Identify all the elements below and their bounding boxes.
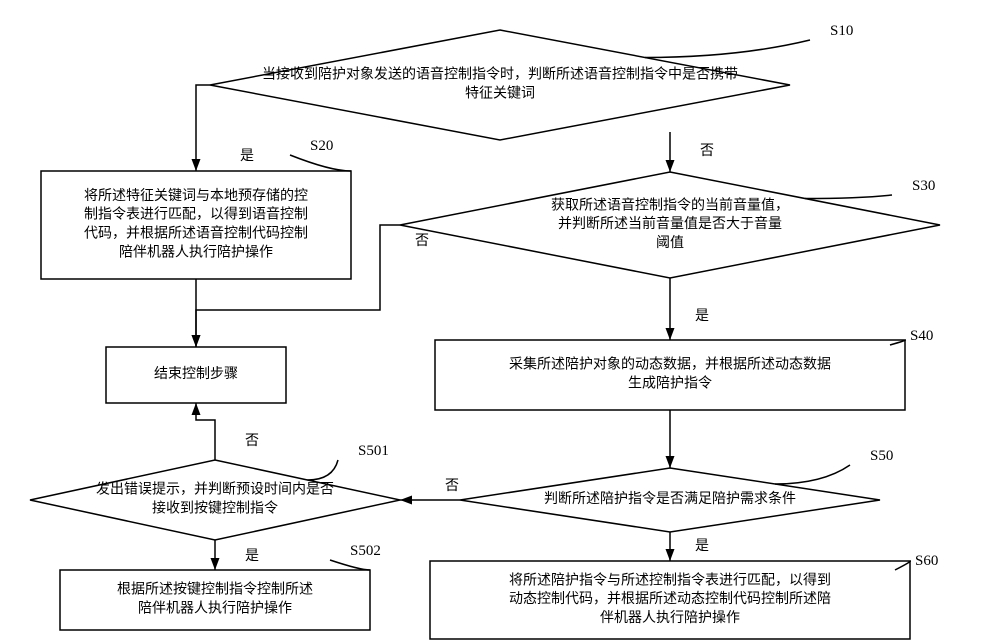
step-tag: S10 xyxy=(830,23,853,39)
node-text: 阈值 xyxy=(656,235,684,251)
edge xyxy=(196,403,215,460)
edge-label: 否 xyxy=(245,434,259,449)
node-text: 特征关键词 xyxy=(465,86,535,102)
node-text: 陪伴机器人执行陪护操作 xyxy=(138,601,292,617)
node-text: 根据所述按键控制指令控制所述 xyxy=(117,582,313,598)
node-text: 获取所述语音控制指令的当前音量值， xyxy=(551,196,789,213)
step-tag: S60 xyxy=(915,553,938,569)
node-S40: 采集所述陪护对象的动态数据，并根据所述动态数据生成陪护指令 S40 xyxy=(435,328,933,410)
node-text: 并判断所述当前音量值是否大于音量 xyxy=(558,215,782,232)
node-S30: 获取所述语音控制指令的当前音量值， 并判断所述当前音量值是否大于音量阈值 S30 xyxy=(400,172,940,278)
edge-label: 是 xyxy=(695,539,709,554)
node-S502: 根据所述按键控制指令控制所述陪伴机器人执行陪护操作 S502 xyxy=(60,543,381,630)
edge-label: 否 xyxy=(700,144,714,159)
step-tag: S30 xyxy=(912,178,935,194)
step-tag: S502 xyxy=(350,543,381,559)
node-S50: 判断所述陪护指令是否满足陪护需求条件 S50 xyxy=(460,448,893,532)
edge-label: 否 xyxy=(415,234,429,249)
node-text: 接收到按键控制指令 xyxy=(152,500,278,517)
edge-label: 是 xyxy=(695,309,709,324)
node-text: 制指令表进行匹配，以得到语音控制 xyxy=(84,206,308,223)
node-text: 将所述陪护指令与所述控制指令表进行匹配，以得到 xyxy=(509,571,831,588)
node-S60: 将所述陪护指令与所述控制指令表进行匹配，以得到动态控制代码，并根据所述动态控制代… xyxy=(430,553,938,639)
node-text: 生成陪护指令 xyxy=(628,376,712,392)
step-tag: S501 xyxy=(358,443,389,459)
node-text: 判断所述陪护指令是否满足陪护需求条件 xyxy=(544,490,796,507)
node-S10: 当接收到陪护对象发送的语音控制指令时，判断所述语音控制指令中是否携带特征关键词 S… xyxy=(210,23,853,140)
node-text: 采集所述陪护对象的动态数据，并根据所述动态数据 xyxy=(509,356,831,373)
node-text: 代码，并根据所述语音控制代码控制 xyxy=(84,225,308,242)
node-text: 当接收到陪护对象发送的语音控制指令时，判断所述语音控制指令中是否携带 xyxy=(262,66,738,83)
node-END: 结束控制步骤 xyxy=(106,347,286,403)
flowchart-canvas: 是否否是否是否是当接收到陪护对象发送的语音控制指令时，判断所述语音控制指令中是否… xyxy=(0,0,1000,643)
edge-label: 是 xyxy=(245,549,259,564)
edge-label: 否 xyxy=(445,479,459,494)
step-tag: S50 xyxy=(870,448,893,464)
edge xyxy=(196,85,210,171)
node-text: 陪伴机器人执行陪护操作 xyxy=(119,245,273,261)
node-text: 伴机器人执行陪护操作 xyxy=(600,610,740,626)
node-text: 发出错误提示，并判断预设时间内是否 xyxy=(96,482,334,498)
node-text: 动态控制代码，并根据所述动态控制代码控制所述陪 xyxy=(509,591,831,607)
edge-label: 是 xyxy=(240,149,254,164)
node-text: 结束控制步骤 xyxy=(154,366,238,382)
step-tag: S20 xyxy=(310,138,333,154)
step-tag: S40 xyxy=(910,328,933,344)
node-text: 将所述特征关键词与本地预存储的控 xyxy=(84,188,308,204)
